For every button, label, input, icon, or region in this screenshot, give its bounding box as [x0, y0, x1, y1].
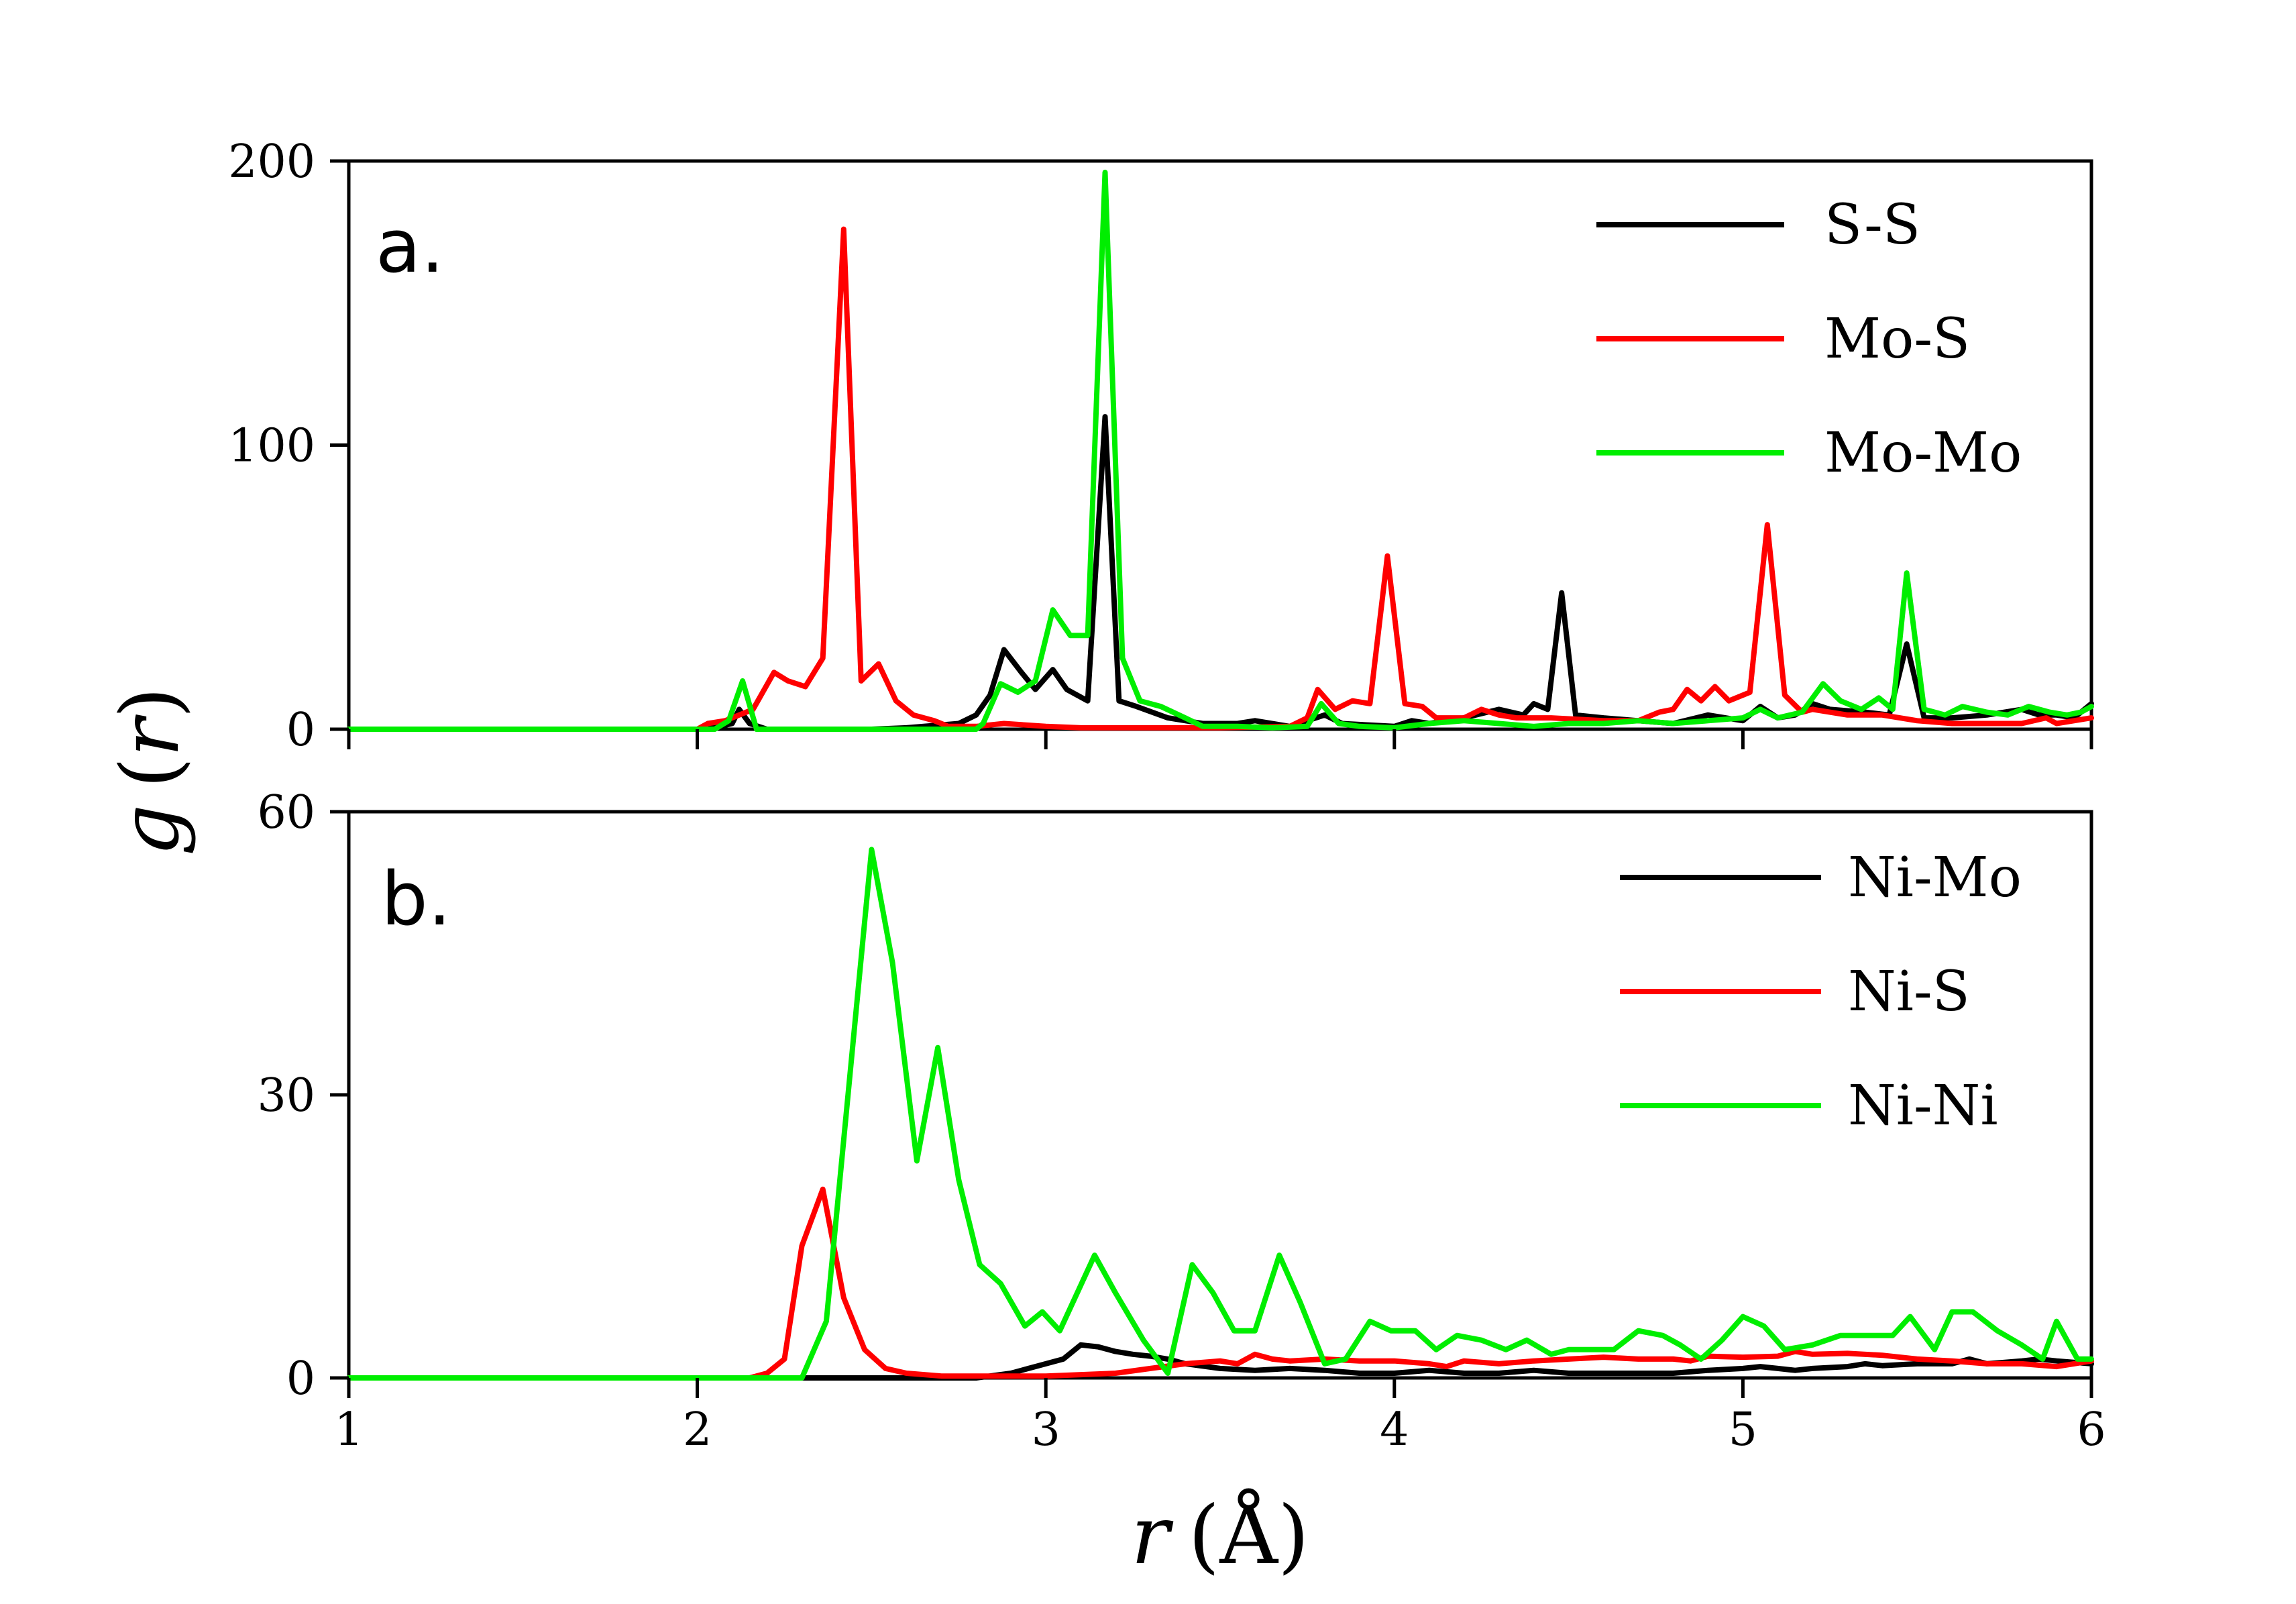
- x-tick-label: 3: [1032, 1403, 1060, 1456]
- x-tick-label: 6: [2077, 1403, 2106, 1456]
- series-line-mo-s: [346, 226, 2094, 732]
- series-line-ni-s: [346, 1186, 2094, 1381]
- legend-label-ni-ni: Ni-Ni: [1848, 1074, 1998, 1138]
- panel-a: 0 100 200 a. S-S Mo-S Mo-Mo: [228, 136, 2094, 757]
- x-tick-label: 4: [1380, 1403, 1409, 1456]
- panel-b-legend: Ni-Mo Ni-S Ni-Ni: [1620, 846, 2022, 1138]
- series-line-mo-mo: [346, 169, 2094, 732]
- legend-label-ni-mo: Ni-Mo: [1848, 846, 2022, 910]
- x-tick-label: 2: [683, 1403, 712, 1456]
- legend-label-mo-s: Mo-S: [1824, 307, 1970, 371]
- panel-b-series-group: [346, 847, 2094, 1381]
- y-axis-title-func: g: [104, 804, 197, 856]
- legend-label-s-s: S-S: [1824, 193, 1920, 257]
- series-line-ni-mo: [346, 1342, 2094, 1381]
- y-axis-title-close-paren: ): [104, 687, 197, 718]
- series-line-ni-ni: [346, 847, 2094, 1381]
- y-tick-label: 100: [228, 420, 315, 473]
- panel-a-ticks: 0 100 200: [228, 136, 2093, 757]
- panel-b-label: b.: [381, 856, 451, 942]
- legend-label-ni-s: Ni-S: [1848, 960, 1970, 1024]
- x-tick-label: 5: [1729, 1403, 1757, 1456]
- y-tick-label: 30: [257, 1069, 315, 1122]
- x-axis-title-unit: (Å): [1189, 1488, 1309, 1583]
- x-axis-title: r (Å): [1131, 1488, 1309, 1583]
- y-tick-label: 0: [286, 1352, 315, 1405]
- panel-a-legend: S-S Mo-S Mo-Mo: [1596, 193, 2022, 485]
- y-axis-title-var: r: [104, 714, 197, 757]
- legend-label-mo-mo: Mo-Mo: [1824, 421, 2022, 485]
- y-tick-label: 200: [228, 136, 315, 189]
- x-axis-title-var: r: [1131, 1489, 1174, 1583]
- y-axis-title-open-paren: (: [104, 757, 197, 788]
- panel-a-label: a.: [376, 203, 444, 289]
- y-axis-title: g (r): [104, 687, 197, 856]
- y-tick-label: 60: [257, 786, 315, 839]
- x-tick-label: 1: [334, 1403, 363, 1456]
- panel-a-series-group: [346, 169, 2094, 732]
- y-tick-label: 0: [286, 704, 315, 757]
